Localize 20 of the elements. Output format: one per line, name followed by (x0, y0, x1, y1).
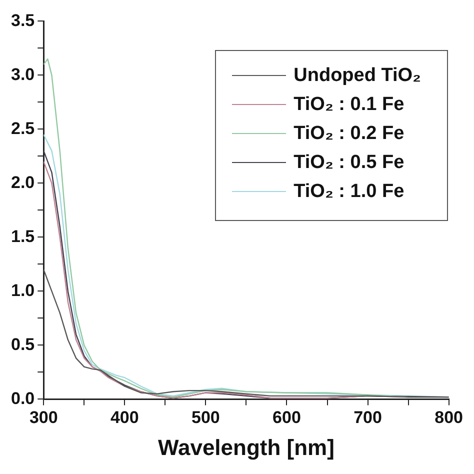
y-tick-label: 3.0 (10, 64, 35, 84)
legend-label: TiO₂ : 0.1 Fe (294, 94, 404, 116)
y-tick-label: 2.5 (10, 118, 35, 138)
legend-label: TiO₂ : 1.0 Fe (294, 180, 404, 202)
x-tick-label: 500 (192, 408, 220, 428)
legend-label: Undoped TiO₂ (294, 64, 421, 86)
y-tick-label: 0.5 (10, 334, 35, 354)
y-tick-label: 3.5 (10, 10, 35, 30)
x-tick-label: 700 (354, 408, 382, 428)
y-tick-label: 2.0 (10, 172, 35, 192)
x-axis-title: Wavelength [nm] (158, 434, 334, 460)
x-tick-label: 800 (434, 408, 464, 428)
legend-label: TiO₂ : 0.5 Fe (294, 152, 404, 174)
y-tick-label: 1.5 (10, 226, 35, 246)
y-tick-label: 1.0 (10, 280, 35, 300)
x-tick-label: 300 (29, 408, 58, 428)
legend-label: TiO₂ : 0.2 Fe (294, 122, 404, 144)
x-tick-label: 400 (110, 408, 139, 428)
y-tick-label: 0.0 (10, 388, 35, 408)
x-tick-label: 600 (272, 408, 301, 428)
